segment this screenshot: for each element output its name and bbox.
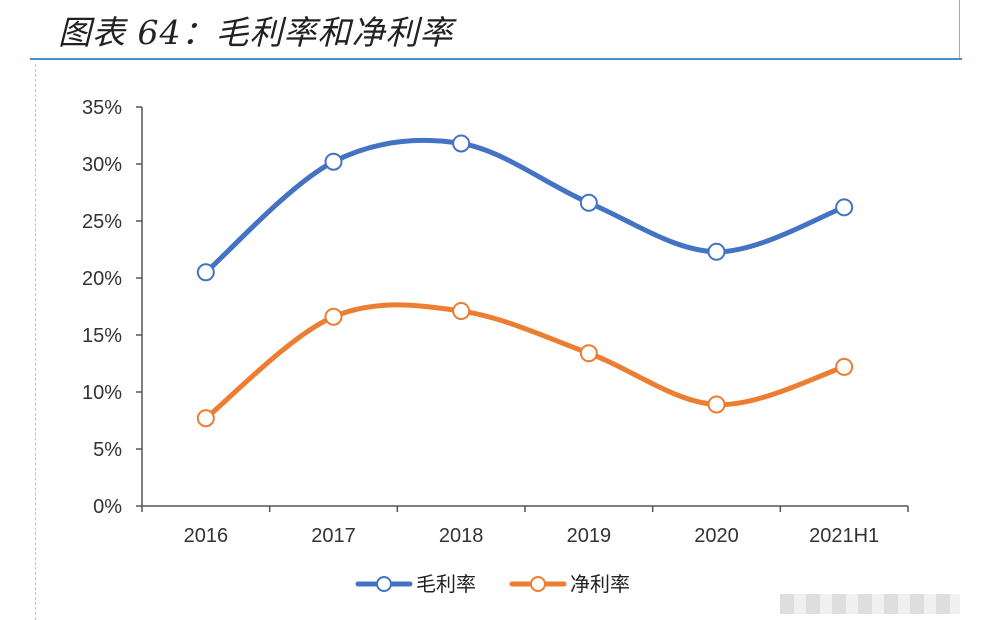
chart-title: 图表 64：毛利率和净利率: [58, 13, 454, 52]
data-point-1-6: [835, 198, 854, 217]
data-point-2-6: [835, 357, 854, 376]
data-point-2-2: [324, 307, 343, 326]
y-tick-label: 20%: [82, 268, 122, 290]
x-tick-label: 2018: [439, 525, 484, 547]
x-tick-label: 2016: [184, 525, 229, 547]
legend-label-2: 净利率: [570, 572, 630, 596]
y-tick-label: 0%: [93, 496, 122, 518]
left-margin-rule: [35, 64, 36, 620]
legend-marker-1: [376, 576, 392, 592]
y-tick-label: 25%: [82, 211, 122, 233]
data-point-2-3: [452, 302, 471, 321]
data-point-1-1: [196, 263, 215, 282]
data-point-1-3: [452, 134, 471, 153]
x-tick-label: 2020: [694, 525, 739, 547]
data-point-1-2: [324, 152, 343, 171]
series-points: [196, 134, 854, 428]
data-point-1-4: [579, 193, 598, 212]
data-point-1-5: [707, 242, 726, 261]
y-tick-label: 15%: [82, 325, 122, 347]
y-tick-label: 10%: [82, 382, 122, 404]
legend-label-1: 毛利率: [416, 572, 476, 596]
data-point-2-5: [707, 395, 726, 414]
x-tick-label: 2017: [311, 525, 356, 547]
data-point-2-4: [579, 344, 598, 363]
series-line-1: [203, 137, 847, 275]
y-tick-label: 30%: [82, 154, 122, 176]
legend: 毛利率 净利率: [355, 572, 630, 596]
axes: [136, 106, 909, 512]
x-tick-labels: 2016 2017 2018 2019 2020 2021H1: [184, 525, 880, 547]
series-lines: [203, 137, 847, 421]
x-tick-label: 2019: [567, 525, 612, 547]
y-tick-label: 5%: [93, 439, 122, 461]
y-tick-labels: 0% 5% 10% 15% 20% 25% 30% 35%: [82, 97, 122, 518]
y-tick-label: 35%: [82, 97, 122, 119]
series-line-2: [203, 302, 847, 421]
title-underline: [30, 58, 962, 60]
x-tick-label: 2021H1: [809, 525, 879, 547]
legend-marker-2: [530, 576, 546, 592]
right-margin-rule: [959, 0, 960, 58]
watermark-blur: [780, 594, 960, 614]
data-point-2-1: [196, 409, 215, 428]
